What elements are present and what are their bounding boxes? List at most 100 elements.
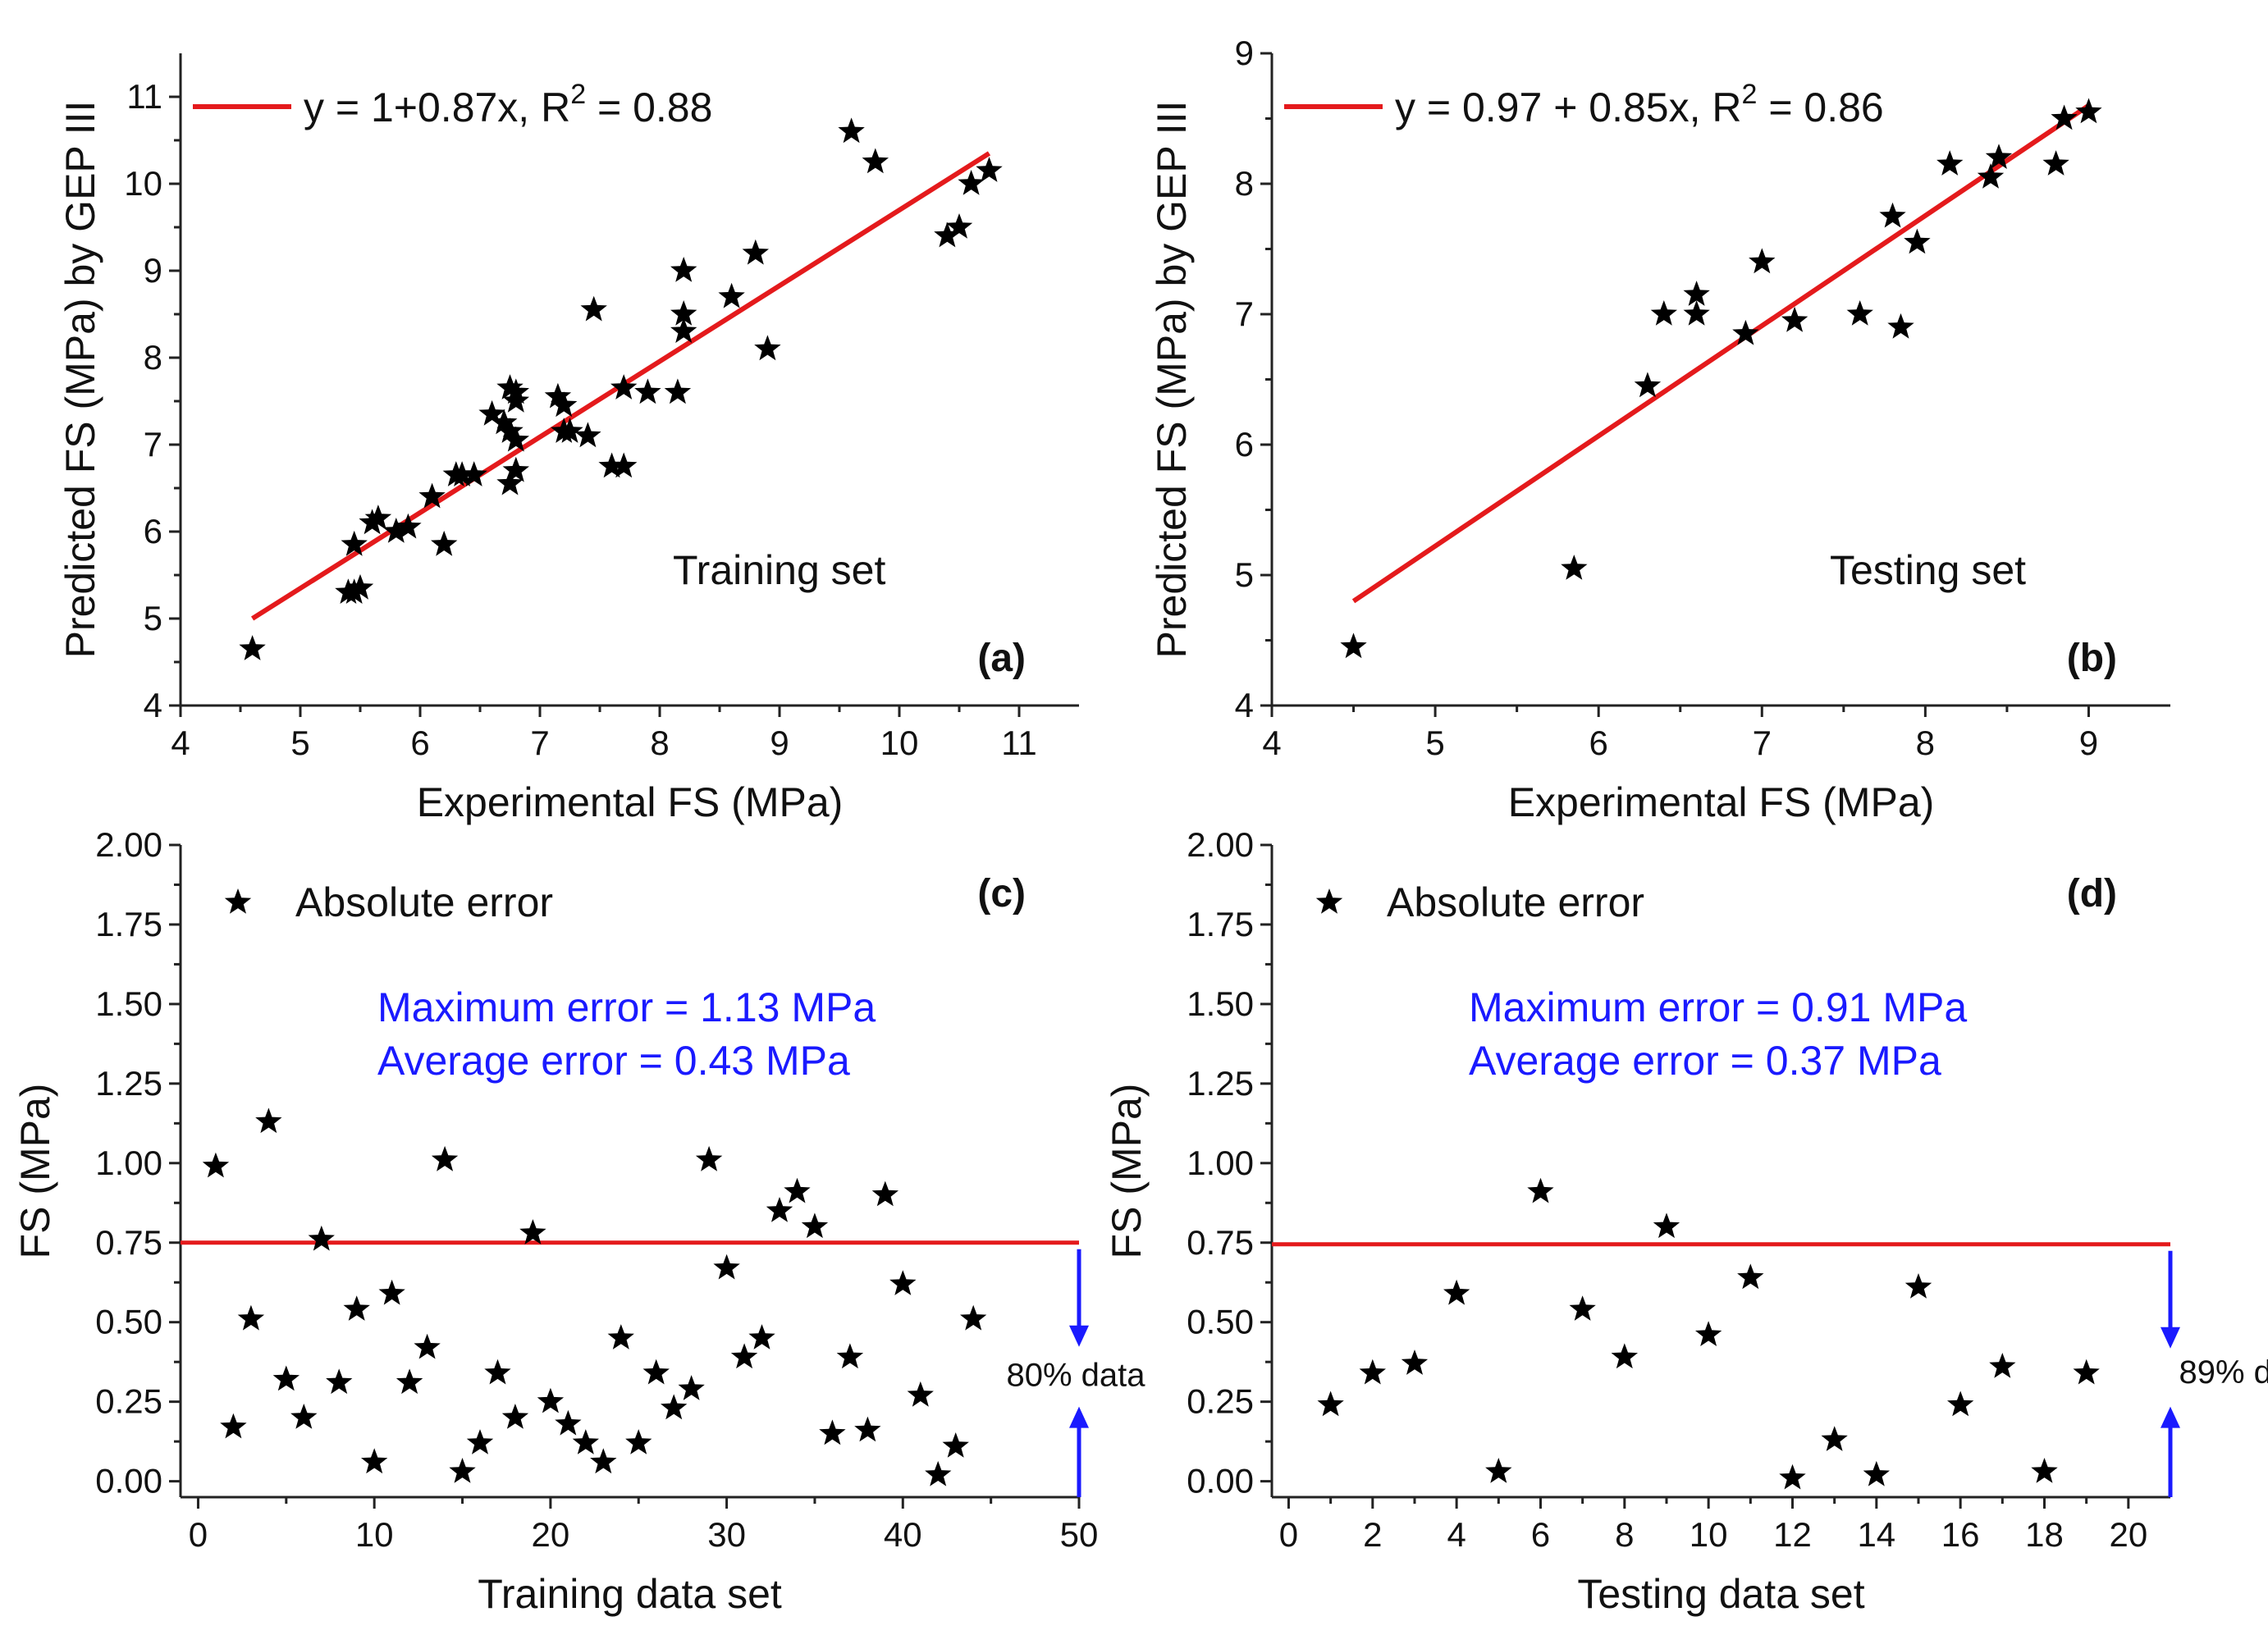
x-tick-label: 20	[2109, 1515, 2147, 1554]
data-point	[742, 239, 769, 265]
data-point	[255, 1107, 282, 1134]
y-axis-label: Predicted FS (MPa) by GEP III	[1149, 101, 1195, 659]
data-point	[466, 1429, 494, 1454]
data-point	[220, 1413, 247, 1439]
data-point	[754, 335, 781, 361]
data-point	[341, 530, 368, 556]
y-tick-label: 7	[144, 425, 162, 464]
y-tick-label: 6	[144, 512, 162, 550]
legend-label: y = 0.97 + 0.85x, R2 = 0.86	[1395, 79, 1884, 130]
data-point	[364, 505, 392, 530]
data-point	[695, 1145, 723, 1171]
data-point	[239, 635, 266, 660]
data-point	[460, 461, 487, 486]
data-point	[361, 1448, 388, 1474]
data-point	[1611, 1343, 1638, 1369]
data-point	[801, 1212, 829, 1239]
x-axis-label: Training data set	[478, 1571, 782, 1617]
data-point	[2073, 1359, 2100, 1385]
data-point	[854, 1416, 881, 1442]
data-point	[448, 461, 476, 486]
data-point	[382, 518, 409, 543]
data-point	[598, 452, 625, 478]
data-point	[449, 1458, 476, 1483]
panel-tag: (c)	[977, 872, 1026, 916]
data-point	[1936, 150, 1964, 176]
data-point	[836, 1343, 864, 1369]
data-point	[556, 418, 583, 443]
data-point	[1821, 1426, 1848, 1451]
data-point	[1985, 144, 2013, 169]
data-point	[610, 374, 638, 400]
data-point	[1904, 228, 1931, 254]
y-tick-label: 1.25	[95, 1064, 162, 1103]
data-point	[502, 387, 529, 413]
data-point	[1695, 1321, 1722, 1346]
data-point	[661, 1394, 688, 1420]
x-tick-label: 6	[1589, 724, 1608, 762]
data-point	[607, 1324, 634, 1349]
x-tick-label: 7	[1753, 724, 1772, 762]
data-point	[889, 1270, 917, 1295]
y-tick-label: 2.00	[1187, 825, 1254, 864]
data-point	[414, 1333, 441, 1359]
x-tick-label: 4	[171, 724, 190, 762]
data-point	[496, 469, 524, 495]
x-tick-label: 5	[290, 724, 309, 762]
panel-b: 4 5 6 7 8 9 4 5 6 7 8 9 Experimental FS (MPa) Predict…	[1149, 34, 2170, 825]
data-point	[2042, 150, 2069, 176]
data-point	[431, 530, 458, 556]
panel-tag: (b)	[2067, 637, 2117, 680]
x-tick-label: 30	[707, 1515, 746, 1554]
data-point	[664, 378, 692, 404]
data-point	[551, 391, 578, 418]
data-point	[634, 378, 661, 404]
x-tick-label: 40	[884, 1515, 922, 1554]
data-point	[1561, 555, 1588, 580]
data-point	[1653, 1212, 1680, 1239]
panel-a: 4 5 6 7 8 9 10 11 4 5 6 7 8 9 10 11 Experimental FS (MPa…	[57, 53, 1079, 825]
y-tick-label: 0.75	[1187, 1223, 1254, 1262]
data-point	[862, 148, 889, 174]
y-tick-label: 1.00	[95, 1144, 162, 1182]
data-point	[478, 400, 505, 426]
panel-d: 0 2 4 6 8 10 12 14 16 18 20 0.00 0.25 0.50 0.75 1.00 1.2…	[1104, 825, 2268, 1617]
data-point	[1947, 1391, 1974, 1417]
x-tick-label: 0	[189, 1515, 208, 1554]
x-tick-label: 10	[355, 1515, 394, 1554]
y-axis-label: Predicted FS (MPa) by GEP III	[57, 101, 103, 659]
data-point	[642, 1359, 670, 1385]
data-point	[1749, 248, 1776, 274]
data-point	[2075, 98, 2102, 124]
data-point	[1989, 1353, 2016, 1378]
y-tick-label: 0.00	[1187, 1462, 1254, 1500]
data-point	[670, 257, 697, 282]
y-tick-label: 0.50	[95, 1303, 162, 1341]
x-tick-label: 10	[1690, 1515, 1728, 1554]
y-tick-label: 9	[144, 251, 162, 290]
y-tick-label: 1.50	[95, 984, 162, 1023]
data-percent-label: 89% data	[2179, 1354, 2268, 1391]
data-point	[1977, 163, 2005, 189]
data-point	[610, 452, 638, 478]
y-tick-label: 0.00	[95, 1462, 162, 1500]
data-point	[1683, 281, 1710, 306]
legend-star-marker	[1315, 888, 1343, 914]
panel-tag: (d)	[2067, 872, 2117, 916]
data-point	[519, 1219, 546, 1244]
legend-equation: y = 1+0.87x, R	[304, 84, 570, 130]
y-tick-label: 8	[144, 338, 162, 377]
y-tick-label: 8	[1235, 164, 1254, 203]
set-annotation: Training set	[673, 547, 885, 593]
data-point	[1527, 1177, 1554, 1203]
up-arrow-head	[2161, 1406, 2180, 1428]
legend-superscript: 2	[570, 79, 586, 110]
data-point	[580, 295, 607, 322]
data-point	[555, 1409, 582, 1436]
data-point	[1650, 300, 1677, 326]
y-tick-label: 1.00	[1187, 1144, 1254, 1182]
x-tick-label: 8	[1615, 1515, 1634, 1554]
legend-label: y = 1+0.87x, R2 = 0.88	[304, 79, 712, 130]
data-point	[1887, 313, 1914, 339]
